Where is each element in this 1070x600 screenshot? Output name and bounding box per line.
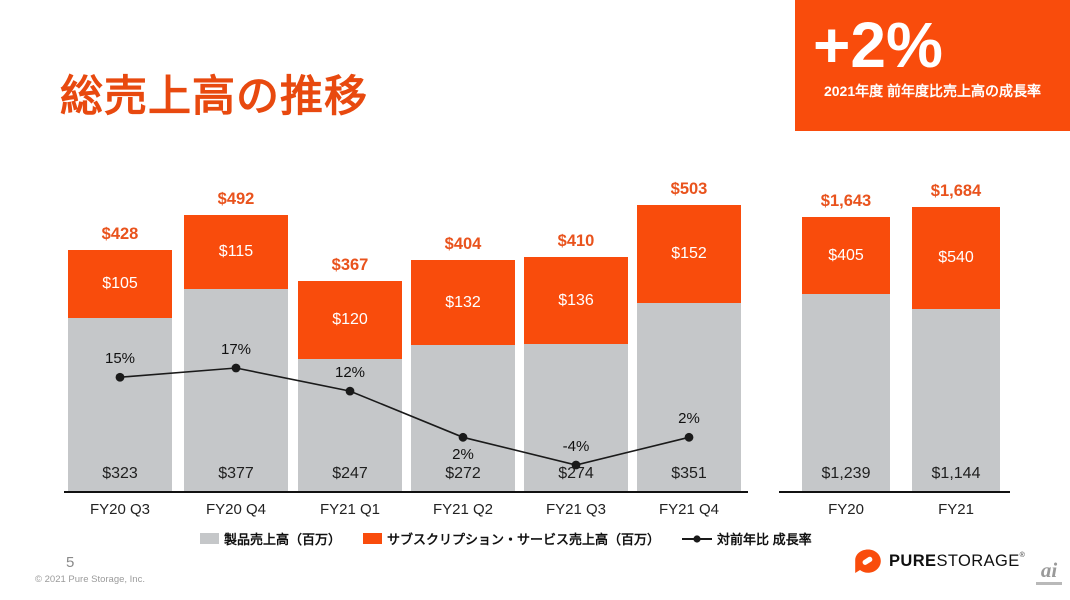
yearly-x-axis-line [779,491,1010,493]
legend-item-subscription: サブスクリプション・サービス売上高（百万） [363,529,660,548]
bar-segment-subscription [68,250,172,319]
bar-segment-subscription [298,281,402,359]
growth-badge-value: +2% [813,9,943,81]
bar-segment-subscription [411,260,515,346]
subscription-value-label: $115 [218,243,254,261]
bar-segment-subscription [524,256,628,345]
purestorage-logo: PURESTORAGE® [854,549,1025,574]
x-axis-label: FY21 Q2 [432,501,494,518]
bar-total-label: $503 [670,180,708,199]
growth-point-label: 2% [452,446,474,464]
bar-segment-subscription [184,215,288,290]
growth-point-label: 17% [220,341,252,358]
watermark-ai: ai [1036,560,1062,585]
bar-total-label: $492 [217,190,255,209]
subscription-value-label: $120 [332,311,368,329]
subscription-value-label: $105 [102,275,138,293]
product-value-label: $247 [332,465,368,482]
subscription-value-label: $132 [445,293,481,311]
logo-word-pure: PURE [889,552,937,570]
purestorage-logo-text: PURESTORAGE® [889,552,1025,571]
product-value-label: $274 [558,465,594,482]
page-number: 5 [66,554,75,571]
product-value-label: $1,239 [821,465,871,482]
legend-label: 製品売上高（百万） [224,532,342,547]
legend-item-product: 製品売上高（百万） [200,529,341,548]
x-axis-label: FY20 [828,501,864,518]
bar-total-label: $410 [557,231,595,250]
product-value-label: $323 [102,465,138,482]
bar-segment-product [637,303,741,491]
product-value-label: $272 [445,465,481,482]
bar-total-label: $1,684 [930,181,982,200]
bar-total-label: $428 [101,225,139,244]
growth-point-label: 2% [678,410,700,428]
subscription-value-label: $152 [671,245,707,263]
bar-total-label: $367 [331,256,369,275]
watermark-ai-subtext [1036,582,1062,585]
x-axis-label: FY20 Q4 [205,501,267,518]
watermark-ai-text: ai [1040,558,1058,582]
logo-word-storage: STORAGE [936,552,1020,570]
bar-segment-product [184,289,288,491]
logo-trademark: ® [1019,552,1026,559]
product-swatch-icon [200,533,219,544]
x-axis-label: FY21 Q4 [658,501,720,518]
subscription-value-label: $136 [558,291,594,309]
product-value-label: $1,144 [931,465,981,482]
growth-point-label: -4% [562,438,590,456]
bar-total-label: $404 [444,235,482,254]
growth-badge-caption: 2021年度 前年度比売上高の成長率 [823,83,1042,100]
copyright-text: © 2021 Pure Storage, Inc. [35,574,145,585]
quarterly-x-axis-line [64,491,748,493]
bar-segment-subscription [912,206,1000,310]
growth-badge: +2% 2021年度 前年度比売上高の成長率 [795,0,1070,131]
growth-point-label: 12% [334,364,366,382]
chart-legend: 製品売上高（百万） サブスクリプション・サービス売上高（百万） 対前年比 成長率 [200,529,812,548]
page-title: 総売上高の推移 [60,73,368,121]
bar-segment-product [912,309,1000,491]
bar-total-label: $1,643 [820,192,872,211]
x-axis-label: FY20 Q3 [89,501,151,518]
legend-label: サブスクリプション・サービス売上高（百万） [387,532,661,547]
legend-item-growth-line: 対前年比 成長率 [682,529,812,548]
subscription-value-label: $540 [938,248,974,266]
line-marker-icon [682,534,713,543]
bar-segment-product [802,293,890,491]
product-value-label: $377 [218,465,254,482]
bar-segment-subscription [637,205,741,304]
bar-segment-subscription [802,217,890,294]
subscription-value-label: $405 [828,246,864,264]
purestorage-logo-mark-icon [855,549,881,573]
legend-label: 対前年比 成長率 [717,532,812,547]
growth-point-label: 15% [104,350,136,368]
product-value-label: $351 [671,465,707,482]
subscription-swatch-icon [363,533,383,544]
x-axis-label: FY21 Q1 [319,501,381,518]
x-axis-label: FY21 [938,501,974,518]
x-axis-label: FY21 Q3 [545,501,607,518]
